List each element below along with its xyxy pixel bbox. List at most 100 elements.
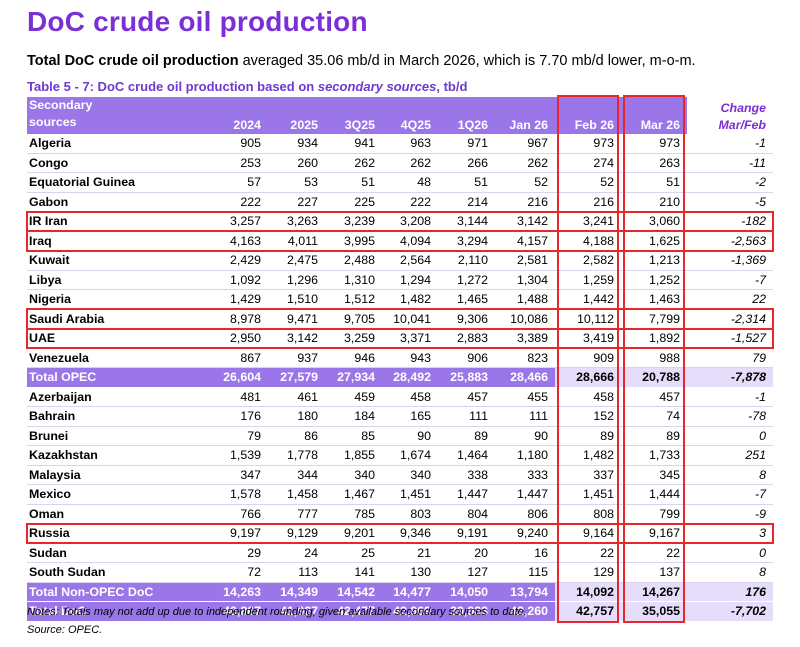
change-value: -78 [687,406,773,427]
cell-value: 42,969 [382,601,438,622]
cell-value: 253 [208,153,268,173]
cell-value: 21 [382,543,438,563]
row-label: South Sudan [27,562,208,583]
cell-value: 337 [555,465,621,485]
table-row: Bahrain 176 180 184 165 111 111 152 74 -78 [27,406,773,427]
cell-value: 2,475 [268,250,325,271]
cell-value: 3,263 [268,211,325,232]
cell-value: 22 [555,543,621,563]
cell-value: 9,201 [325,523,382,544]
caption-main: Table 5 - 7: DoC crude oil production ba… [27,79,318,94]
cell-value: 35,055 [621,601,687,622]
table-row: Gabon 222 227 225 222 214 216 216 210 -5 [27,192,773,212]
cell-value: 988 [621,348,687,368]
cell-value: 89 [438,426,495,446]
cell-value: 2,110 [438,250,495,271]
cell-value: 808 [555,504,621,524]
cell-value: 9,197 [208,523,268,544]
table-row: Venezuela 867 937 946 943 906 823 909 988 79 [27,348,773,368]
cell-value: 785 [325,504,382,524]
change-value: 251 [687,445,773,466]
cell-value: 4,157 [495,231,555,251]
cell-value: 89 [621,426,687,446]
cell-value: 4,011 [268,231,325,251]
change-value: -11 [687,153,773,173]
header-col: Feb 26 [555,97,621,134]
cell-value: 340 [325,465,382,485]
row-label: Saudi Arabia [27,309,208,329]
header-col: Jan 26 [495,97,555,134]
table-row: Oman 766 777 785 803 804 806 808 799 -9 [27,504,773,524]
header-col: 3Q25 [325,97,382,134]
cell-value: 3,257 [208,211,268,232]
row-label: Congo [27,153,208,173]
cell-value: 967 [495,134,555,154]
header-col: 2025 [268,97,325,134]
row-label: Equatorial Guinea [27,172,208,193]
cell-value: 51 [325,172,382,193]
cell-value: 9,346 [382,523,438,544]
cell-value: 2,883 [438,328,495,349]
cell-value: 2,582 [555,250,621,271]
table-row: Brunei 79 86 85 90 89 90 89 89 0 [27,426,773,446]
row-label: Brunei [27,426,208,446]
total-row: Total Non-OPEC DoC 14,263 14,349 14,542 14,4… [27,582,773,602]
cell-value: 165 [382,406,438,427]
cell-value: 3,371 [382,328,438,349]
header-col: 4Q25 [382,97,438,134]
subtitle: Total DoC crude oil production averaged … [27,53,696,69]
cell-value: 14,050 [438,582,495,602]
header-secondary-sources: Secondary sources [27,97,208,134]
cell-value: 127 [438,562,495,583]
row-label: Total Non-OPEC DoC [27,582,208,602]
cell-value: 1,451 [382,484,438,505]
cell-value: 3,239 [325,211,382,232]
header-col: 1Q26 [438,97,495,134]
cell-value: 9,306 [438,309,495,329]
cell-value: 227 [268,192,325,212]
change-value: 3 [687,523,773,544]
cell-value: 74 [621,406,687,427]
cell-value: 222 [208,192,268,212]
cell-value: 48 [382,172,438,193]
cell-value: 1,442 [555,289,621,310]
cell-value: 1,458 [268,484,325,505]
cell-value: 262 [495,153,555,173]
subtitle-bold: Total DoC crude oil production [27,53,239,69]
cell-value: 20 [438,543,495,563]
table-row: UAE 2,950 3,142 3,259 3,371 2,883 3,389 3,419 1,… [27,328,773,349]
change-value: -2 [687,172,773,193]
cell-value: 184 [325,406,382,427]
caption-italic: secondary sources [317,79,437,94]
cell-value: 963 [382,134,438,154]
table-row: Iraq 4,163 4,011 3,995 4,094 3,294 4,157 4,188 1… [27,231,773,251]
change-value: -1,369 [687,250,773,271]
header-col: 2024 [208,97,268,134]
row-label: Algeria [27,134,208,154]
change-value: -1 [687,134,773,154]
row-label: Kazakhstan [27,445,208,466]
table-row: Equatorial Guinea 57 53 51 48 51 52 52 51 -2 [27,172,773,193]
cell-value: 29 [208,543,268,563]
cell-value: 13,794 [495,582,555,602]
cell-value: 14,477 [382,582,438,602]
cell-value: 3,142 [268,328,325,349]
cell-value: 3,144 [438,211,495,232]
cell-value: 4,094 [382,231,438,251]
cell-value: 459 [325,387,382,407]
table-row: Azerbaijan 481 461 459 458 457 455 458 457 -1 [27,387,773,407]
subtitle-text: averaged 35.06 mb/d in March 2026, which… [238,53,696,69]
cell-value: 262 [382,153,438,173]
cell-value: 1,447 [495,484,555,505]
cell-value: 973 [555,134,621,154]
cell-value: 777 [268,504,325,524]
cell-value: 4,188 [555,231,621,251]
cell-value: 455 [495,387,555,407]
table-row: Kazakhstan 1,539 1,778 1,855 1,674 1,464 1,180… [27,445,773,466]
cell-value: 457 [438,387,495,407]
cell-value: 3,995 [325,231,382,251]
cell-value: 1,092 [208,270,268,290]
cell-value: 72 [208,562,268,583]
row-label: Oman [27,504,208,524]
row-label: Malaysia [27,465,208,485]
